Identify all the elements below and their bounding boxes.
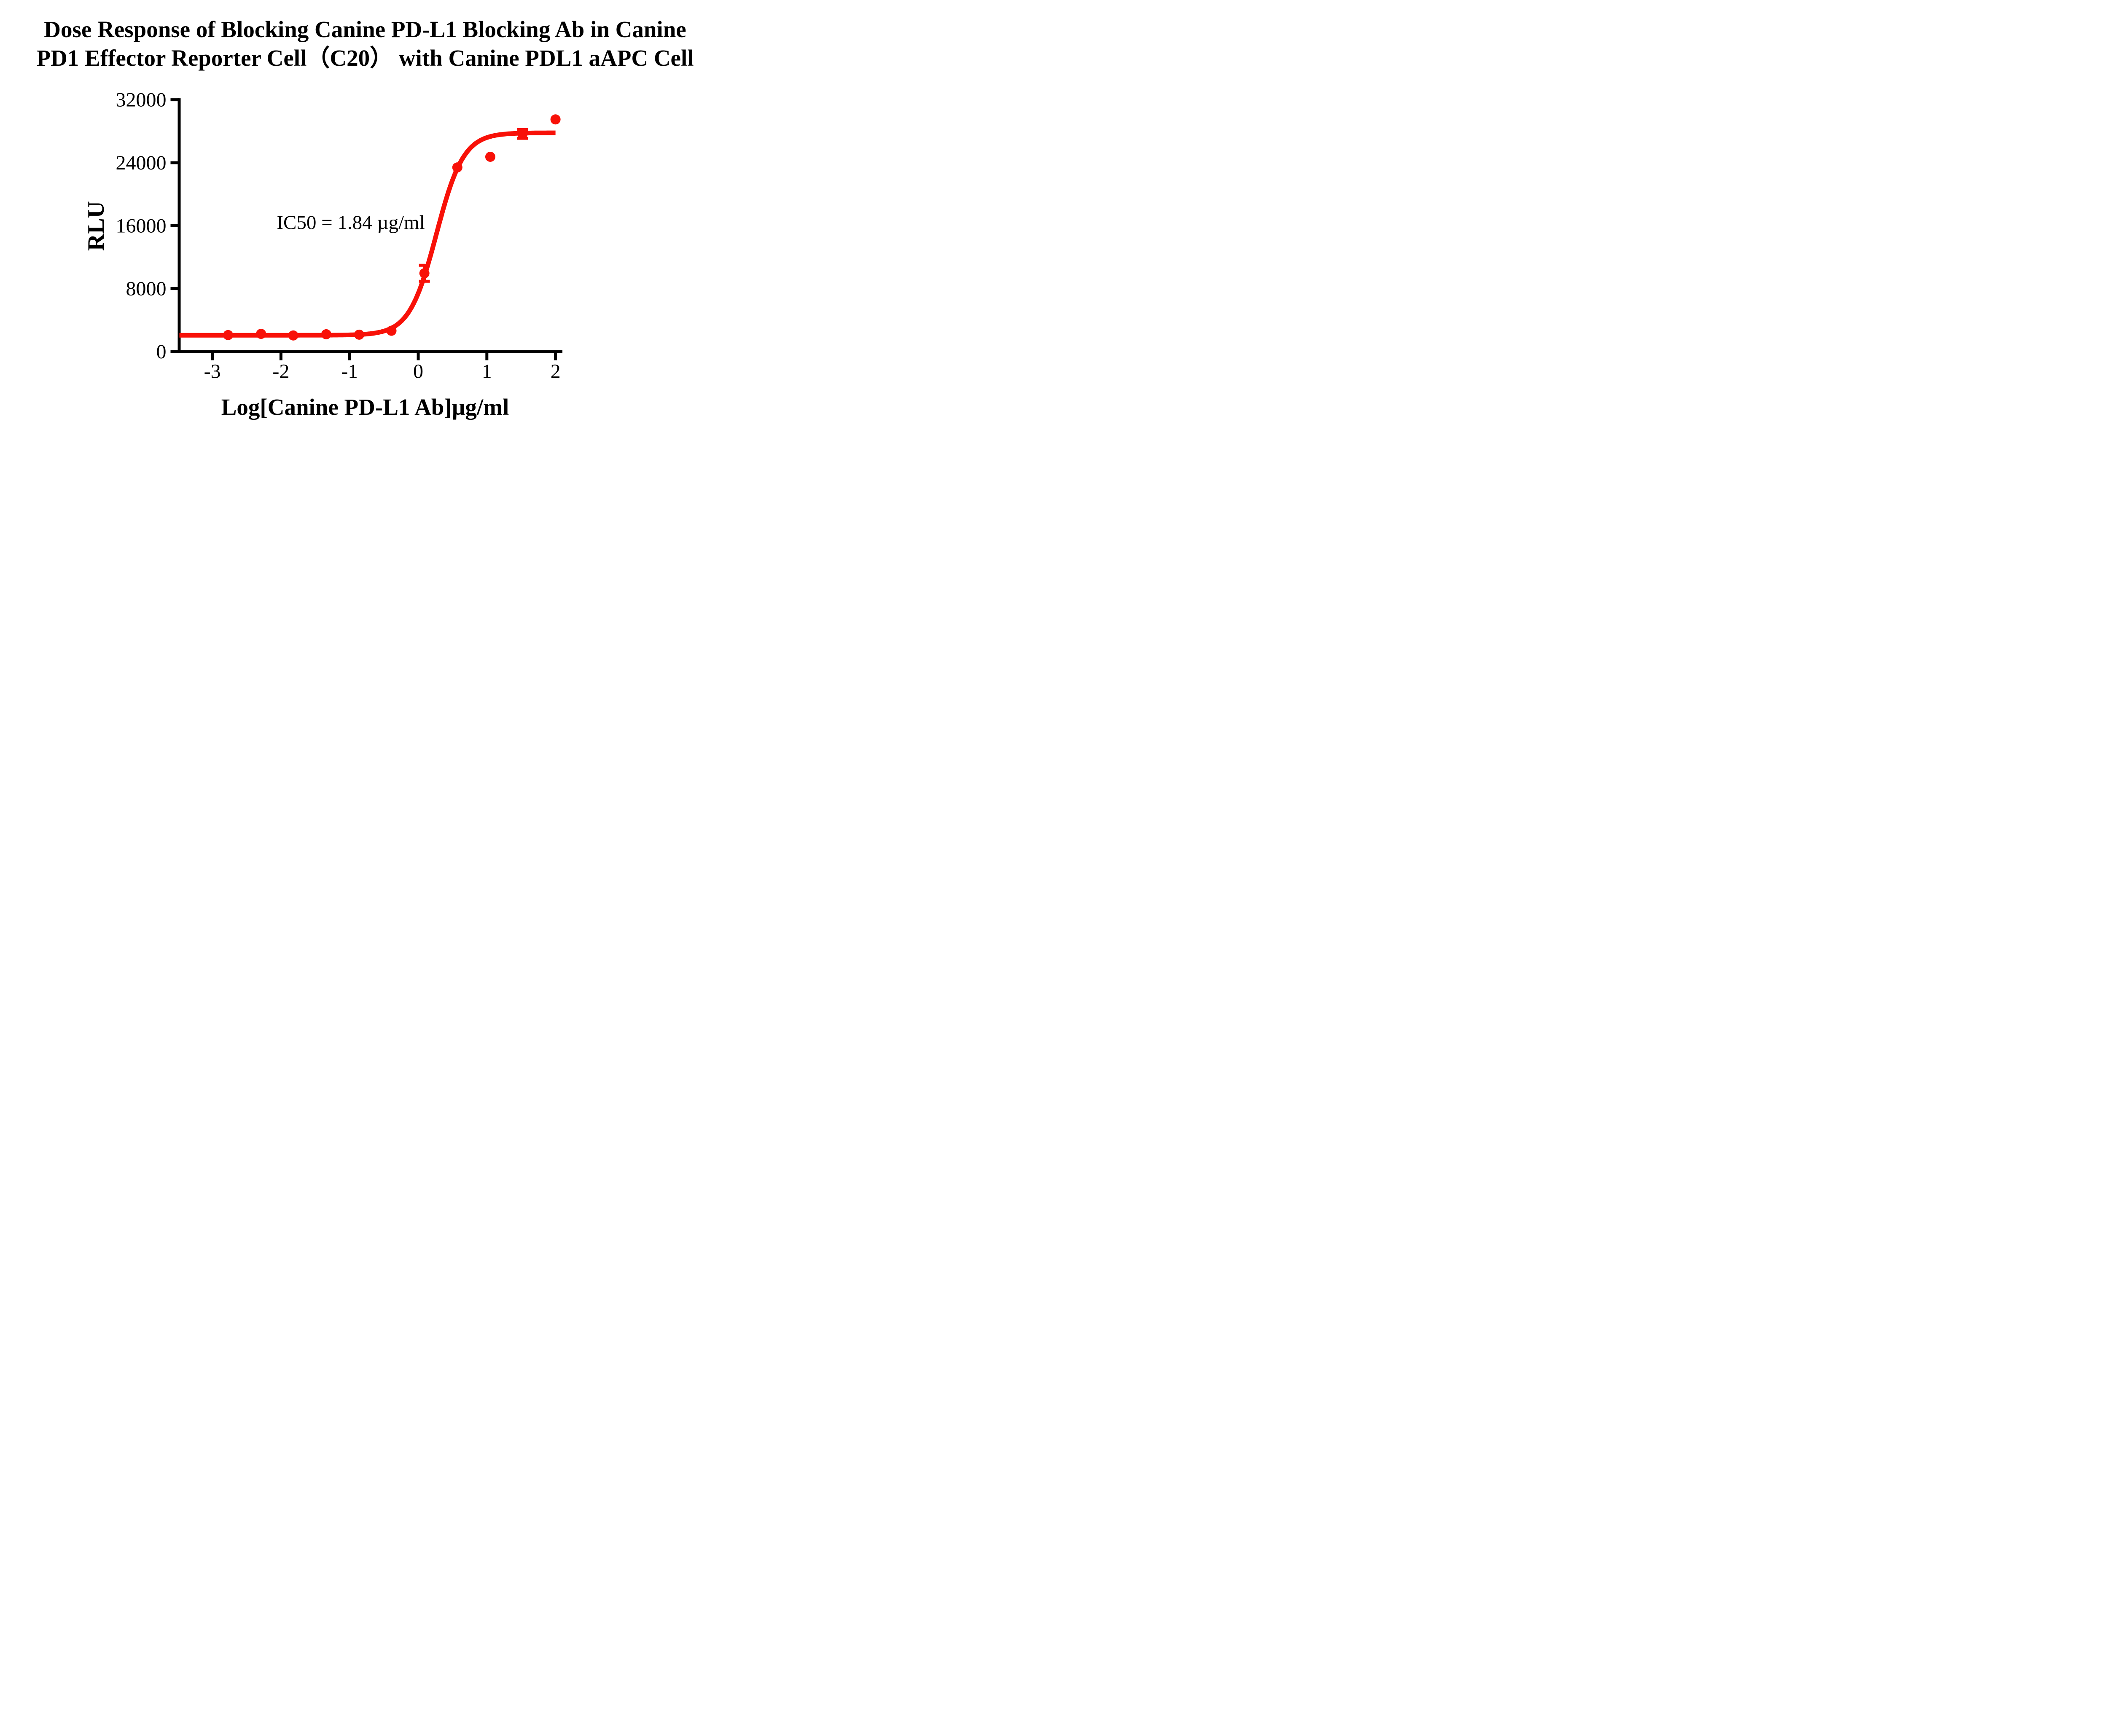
x-tick-label: 0	[413, 360, 423, 383]
data-point	[452, 162, 462, 173]
data-point	[419, 268, 430, 279]
data-point	[223, 330, 234, 340]
data-point	[550, 114, 561, 125]
dose-response-chart: 0 8000 16000 24000 32000 -3 -2 -1 0 1 2	[116, 89, 562, 383]
data-point	[288, 330, 298, 341]
x-tick-label: 1	[482, 360, 492, 383]
x-axis-title: Log[Canine PD-L1 Ab]µg/ml	[221, 394, 509, 420]
x-tick-label: 2	[551, 360, 561, 383]
x-tick-label: -1	[341, 360, 358, 383]
y-tick-label: 32000	[116, 89, 167, 111]
data-point	[354, 329, 364, 340]
y-tick-label: 0	[156, 341, 167, 363]
y-tick-label: 8000	[126, 278, 167, 300]
chart-title-line2: PD1 Effector Reporter Cell（C20） with Can…	[36, 45, 694, 71]
data-point	[485, 151, 495, 162]
y-tick-label: 16000	[116, 215, 167, 237]
y-tick-label: 24000	[116, 152, 167, 174]
chart-title: Dose Response of Blocking Canine PD-L1 B…	[0, 15, 730, 73]
x-tick-label: -3	[204, 360, 221, 383]
chart-title-line1: Dose Response of Blocking Canine PD-L1 B…	[44, 16, 686, 42]
data-point	[256, 328, 266, 339]
data-point	[386, 325, 397, 336]
fit-curve	[179, 130, 556, 338]
data-point	[321, 329, 331, 339]
ic50-annotation: IC50 = 1.84 µg/ml	[277, 212, 425, 234]
x-tick-label: -2	[272, 360, 289, 383]
data-point	[517, 129, 528, 139]
